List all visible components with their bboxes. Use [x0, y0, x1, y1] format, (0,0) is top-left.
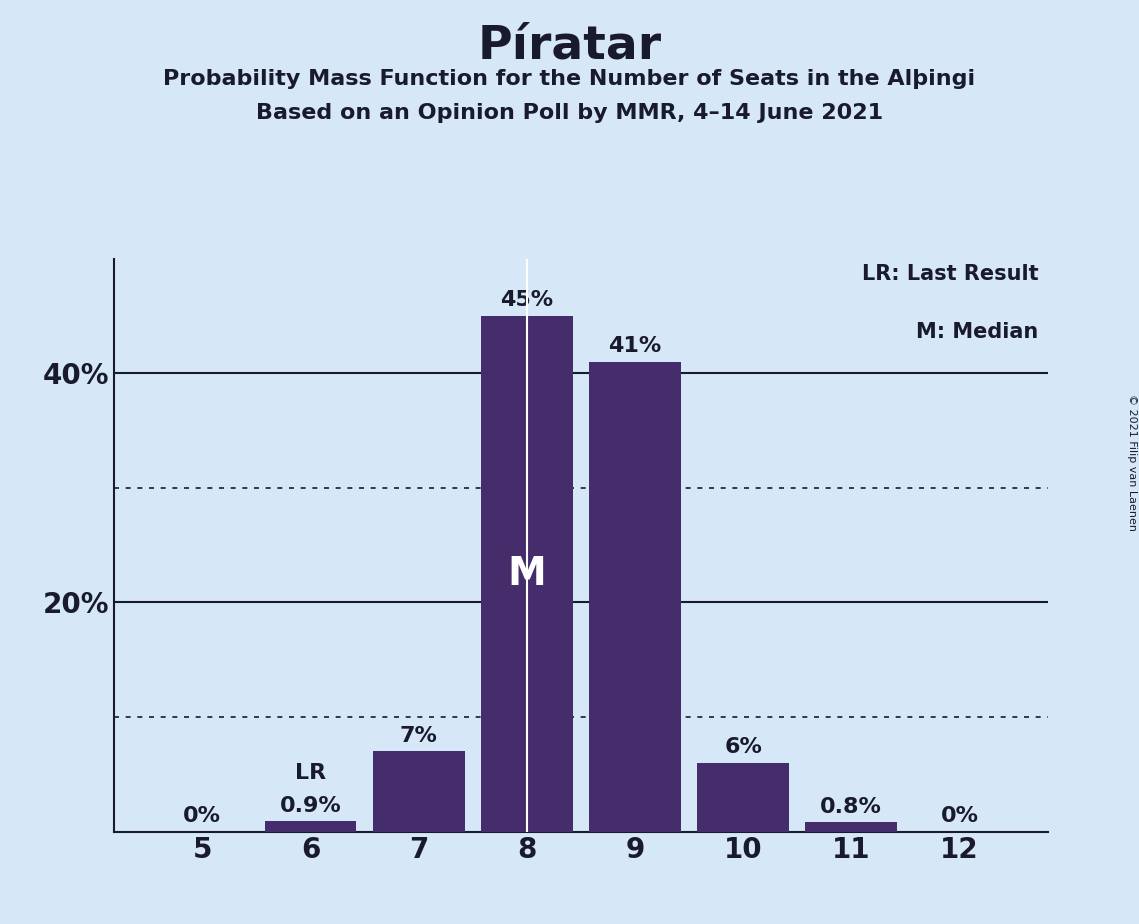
Text: M: M: [508, 554, 547, 593]
Bar: [589, 362, 681, 832]
Text: LR: LR: [295, 763, 326, 784]
Text: 0.9%: 0.9%: [279, 796, 342, 816]
Text: LR: Last Result: LR: Last Result: [862, 264, 1039, 285]
Text: 45%: 45%: [500, 290, 554, 310]
Bar: [697, 763, 789, 832]
Bar: [805, 822, 898, 832]
Text: 41%: 41%: [608, 336, 662, 356]
Text: 6%: 6%: [724, 737, 762, 757]
Bar: [372, 751, 465, 832]
Text: 0.8%: 0.8%: [820, 796, 883, 817]
Bar: [481, 316, 573, 832]
Bar: [264, 821, 357, 832]
Text: Based on an Opinion Poll by MMR, 4–14 June 2021: Based on an Opinion Poll by MMR, 4–14 Ju…: [256, 103, 883, 124]
Text: 0%: 0%: [183, 806, 221, 826]
Text: 7%: 7%: [400, 725, 437, 746]
Text: 0%: 0%: [941, 806, 978, 826]
Text: © 2021 Filip van Laenen: © 2021 Filip van Laenen: [1126, 394, 1137, 530]
Text: Probability Mass Function for the Number of Seats in the Alþingi: Probability Mass Function for the Number…: [163, 69, 976, 90]
Text: M: Median: M: Median: [916, 322, 1039, 342]
Text: Píratar: Píratar: [477, 23, 662, 68]
